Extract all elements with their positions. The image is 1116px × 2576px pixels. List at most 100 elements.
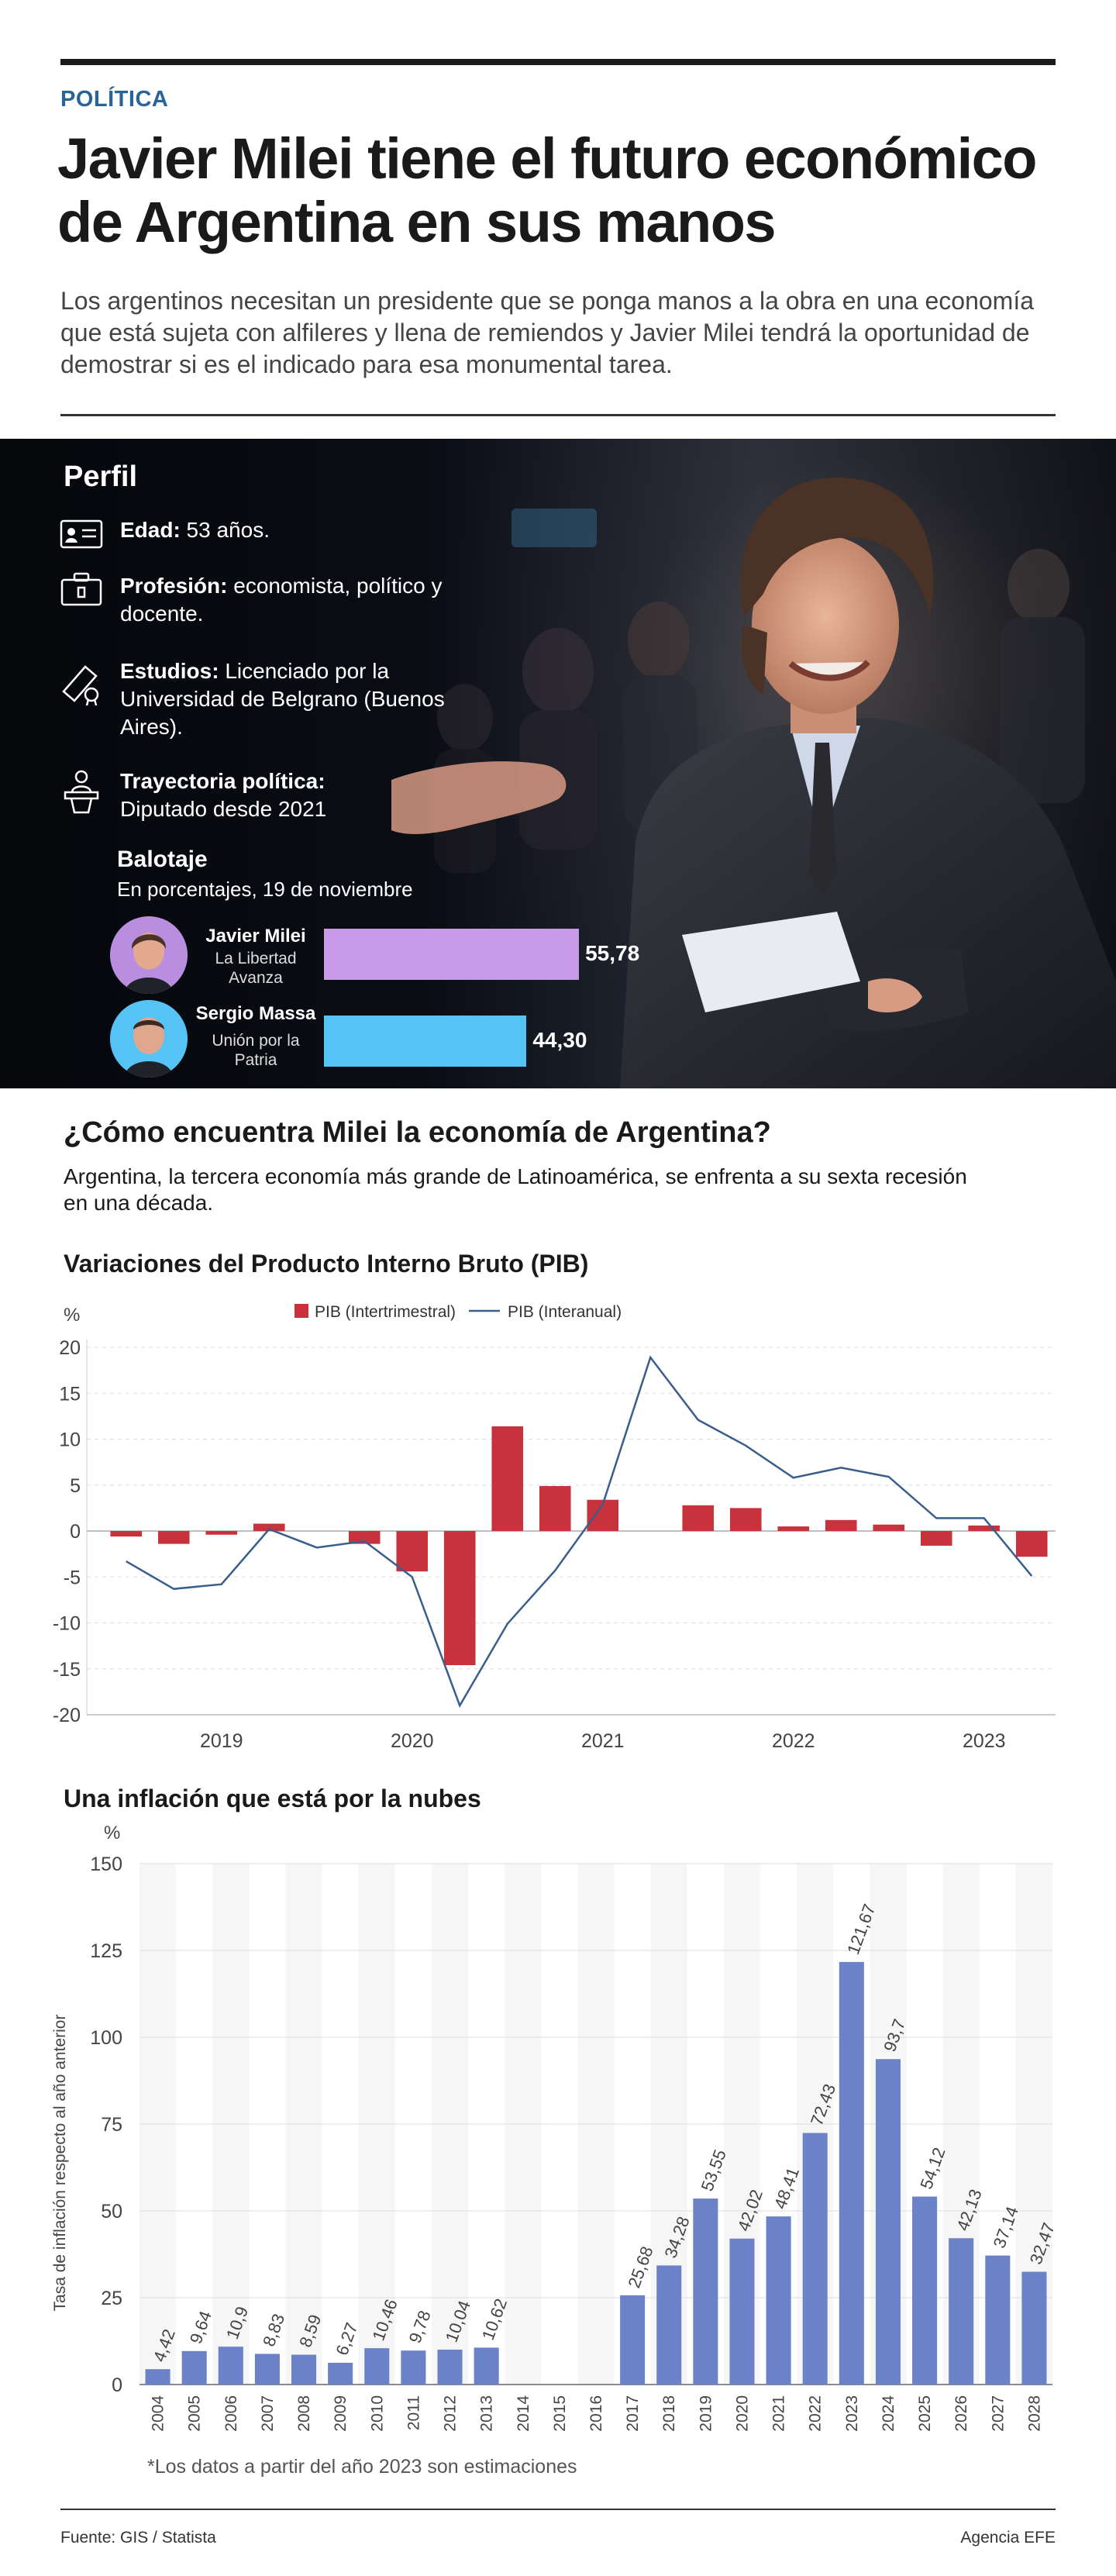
gdp-y-tick: -15 — [53, 1659, 81, 1681]
inflation-bar — [328, 2362, 353, 2385]
inflation-bar — [620, 2295, 646, 2385]
inflation-x-tick: 2022 — [807, 2395, 825, 2432]
headline: Javier Milei tiene el futuro económico d… — [57, 126, 1038, 254]
inflation-x-tick: 2018 — [660, 2395, 678, 2432]
gdp-bar — [729, 1508, 762, 1531]
politics-value: Diputado desde 2021 — [120, 797, 327, 821]
runoff-subtitle: En porcentajes, 19 de noviembre — [117, 878, 413, 901]
profession-value: economista, político y docente. — [120, 574, 443, 626]
profile-item-studies: Estudios: Licenciado por la Universidad … — [120, 657, 446, 741]
profession-label: Profesión: — [120, 574, 228, 598]
inflation-bar — [656, 2265, 682, 2385]
diploma-icon — [62, 665, 99, 706]
inflation-x-tick: 2020 — [733, 2395, 751, 2432]
studies-label: Estudios: — [120, 659, 219, 683]
inflation-x-tick: 2009 — [332, 2395, 350, 2432]
inflation-y-unit: % — [104, 1823, 120, 1843]
economy-title: ¿Cómo encuentra Milei la economía de Arg… — [64, 1116, 771, 1149]
inflation-x-tick: 2028 — [1025, 2395, 1043, 2432]
inflation-bar — [474, 2347, 499, 2385]
header-rule — [60, 414, 1056, 416]
gdp-bar — [825, 1519, 857, 1531]
estimates-note: *Los datos a partir del año 2023 son est… — [147, 2456, 577, 2478]
inflation-bar — [437, 2350, 463, 2385]
candidate-party: La Libertad Avanza — [215, 950, 297, 987]
gdp-bar — [110, 1531, 143, 1537]
gdp-x-tick: 2023 — [963, 1730, 1006, 1752]
inflation-x-tick: 2025 — [916, 2395, 934, 2432]
section-label: POLÍTICA — [60, 87, 169, 112]
runoff-bar-milei — [324, 929, 580, 980]
candidate-photo — [391, 478, 1116, 1088]
inflation-x-tick: 2004 — [150, 2395, 167, 2432]
gdp-y-unit: % — [64, 1305, 80, 1326]
inflation-bar — [985, 2255, 1011, 2385]
inflation-value-label: 8,83 — [259, 2311, 288, 2349]
gdp-legend-swatch-bar — [294, 1304, 308, 1318]
inflation-x-tick: 2005 — [186, 2395, 204, 2432]
inflation-x-tick: 2024 — [880, 2395, 897, 2432]
inflation-x-tick: 2027 — [989, 2395, 1007, 2432]
gdp-legend-label: PIB (Interanual) — [508, 1303, 622, 1321]
inflation-value-label: 9,78 — [405, 2308, 435, 2346]
inflation-x-tick: 2013 — [478, 2395, 496, 2432]
profile-item-profession: Profesión: economista, político y docent… — [120, 572, 446, 628]
source-credit: Fuente: GIS / Statista — [60, 2529, 216, 2547]
runoff-value-milei: 55,78 — [585, 941, 640, 965]
inflation-x-tick: 2021 — [770, 2395, 788, 2432]
inflation-bar — [693, 2198, 718, 2385]
candidate-party: Unión por la Patria — [212, 1032, 300, 1069]
profile-panel: Perfil Edad: 53 años. Profesión: economi… — [0, 439, 1116, 1088]
inflation-bar — [802, 2133, 828, 2385]
id-card-icon — [60, 519, 103, 549]
gdp-chart-title: Variaciones del Producto Interno Bruto (… — [64, 1250, 589, 1278]
gdp-y-tick: 0 — [70, 1521, 81, 1543]
inflation-bar — [729, 2238, 755, 2385]
inflation-x-tick: 2015 — [551, 2395, 569, 2432]
inflation-x-tick: 2006 — [222, 2395, 240, 2432]
inflation-bar — [145, 2369, 170, 2385]
inflation-x-tick: 2011 — [405, 2395, 422, 2430]
gdp-y-tick: -20 — [53, 1705, 81, 1726]
gdp-bar — [682, 1505, 715, 1531]
gdp-bar — [253, 1523, 285, 1531]
inflation-value-label: 9,64 — [186, 2309, 215, 2347]
crowd-silhouettes — [434, 509, 1085, 873]
gdp-y-tick: -5 — [64, 1567, 81, 1588]
inflation-x-tick: 2016 — [587, 2395, 605, 2432]
gdp-line — [126, 1355, 1033, 1709]
inflation-y-tick: 25 — [101, 2288, 122, 2309]
top-rule — [60, 59, 1056, 65]
gdp-x-tick: 2020 — [391, 1730, 434, 1752]
gdp-bar — [396, 1531, 429, 1572]
inflation-chart: % 0 25 50 75 100 125 150 Tasa de inflación respe… — [51, 1823, 1059, 2432]
inflation-x-tick: 2023 — [843, 2395, 861, 2432]
age-value: 53 años. — [180, 518, 270, 542]
gdp-bar — [539, 1485, 571, 1531]
inflation-y-tick: 150 — [90, 1854, 122, 1875]
avatar-milei — [110, 916, 188, 994]
gdp-legend-label: PIB (Intertrimestral) — [315, 1303, 456, 1321]
inflation-bar — [364, 2348, 390, 2385]
avatar-massa — [110, 1000, 188, 1078]
subheadline: Los argentinos necesitan un presidente q… — [60, 287, 1034, 378]
inflation-bar — [875, 2059, 901, 2385]
inflation-value-label: 6,27 — [332, 2320, 361, 2358]
runoff-bar-massa — [324, 1016, 527, 1067]
inflation-x-tick: 2007 — [259, 2395, 277, 2432]
profile-title: Perfil — [64, 460, 138, 493]
inflation-bar — [1021, 2271, 1047, 2385]
economy-subtitle: Argentina, la tercera economía más grand… — [64, 1164, 967, 1215]
gdp-bar — [1015, 1531, 1048, 1557]
politics-label: Trayectoria política: — [120, 769, 326, 793]
age-label: Edad: — [120, 518, 181, 542]
candidate-name: Javier Milei — [205, 926, 306, 947]
gdp-y-tick: 15 — [59, 1383, 81, 1405]
inflation-x-tick: 2014 — [515, 2395, 532, 2432]
inflation-chart-title: Una inflación que está por la nubes — [64, 1785, 481, 1812]
inflation-bar — [254, 2354, 280, 2385]
gdp-y-tick: -10 — [53, 1613, 81, 1635]
gdp-y-tick: 10 — [59, 1429, 81, 1451]
gdp-x-tick: 2022 — [772, 1730, 815, 1752]
gdp-bar — [920, 1531, 952, 1546]
